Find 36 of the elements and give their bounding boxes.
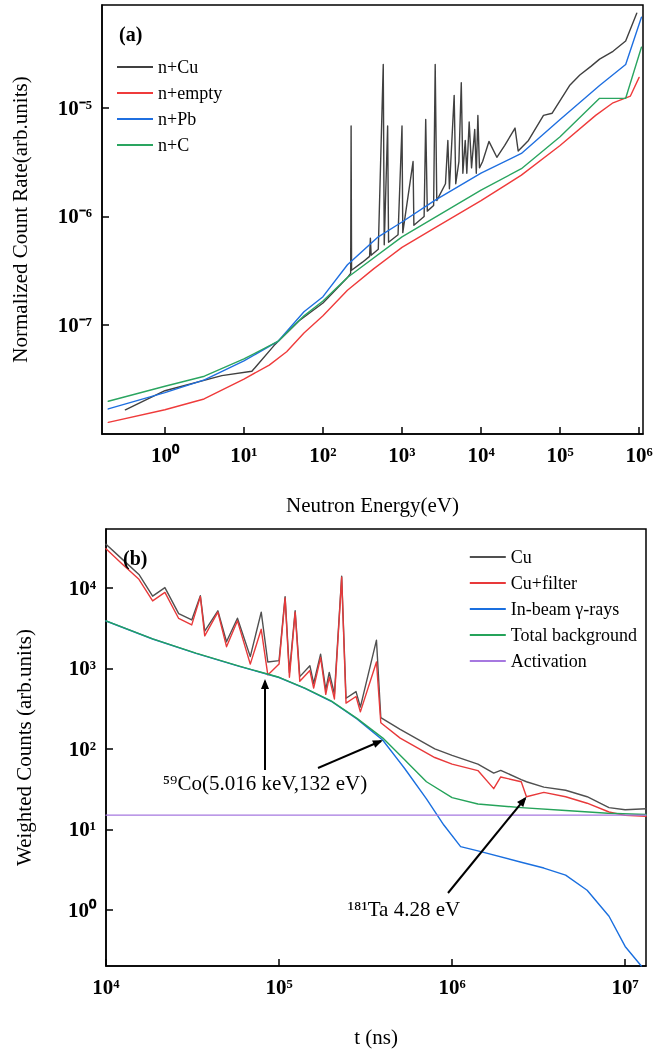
legend-label: Cu — [510, 547, 532, 567]
y-tick-label: 10⁻⁷ — [57, 313, 92, 338]
x-tick-label: 10² — [309, 442, 337, 467]
legend-label: n+C — [158, 135, 190, 155]
y-tick-label: 10⁻⁵ — [57, 95, 92, 120]
text: (b) — [123, 547, 148, 570]
y-tick-label: 10⁴ — [68, 575, 97, 600]
x-tick-label: 10⁷ — [611, 974, 639, 999]
y-tick-label: 10¹ — [68, 817, 96, 842]
x-tick-label: 10⁵ — [265, 974, 293, 999]
x-axis-title: t (ns) — [354, 1024, 398, 1049]
x-tick-label: 10⁵ — [546, 442, 574, 467]
legend-label: In-beam γ-rays — [510, 599, 620, 619]
legend-label: n+Pb — [158, 109, 197, 129]
text: (a) — [119, 23, 143, 46]
y-tick-label: 10⁻⁶ — [57, 204, 92, 229]
y-axis-title: Normalized Count Rate(arb.units) — [7, 76, 32, 363]
y-axis-title: Weighted Counts (arb.units) — [11, 629, 36, 866]
x-tick-label: 10⁰ — [150, 442, 180, 467]
legend-label: Activation — [510, 651, 587, 671]
y-tick-label: 10⁰ — [68, 897, 97, 922]
x-tick-label: 10⁶ — [625, 442, 653, 467]
y-tick-label: 10² — [68, 736, 96, 761]
annotation: ¹⁸¹Ta 4.28 eV — [347, 897, 461, 921]
legend-label: Cu+filter — [510, 573, 577, 593]
x-tick-label: 10⁴ — [467, 442, 496, 467]
x-tick-label: 10¹ — [230, 442, 258, 467]
x-tick-label: 10⁴ — [92, 974, 121, 999]
y-tick-label: 10³ — [68, 656, 96, 681]
x-axis-title: Neutron Energy(eV) — [286, 492, 459, 517]
annotation: ⁵⁹Co(5.016 keV,132 eV) — [162, 771, 368, 795]
legend-label: n+Cu — [158, 57, 199, 77]
x-tick-label: 10⁶ — [438, 974, 466, 999]
legend-label: Total background — [510, 625, 637, 645]
legend-label: n+empty — [158, 83, 223, 103]
x-tick-label: 10³ — [388, 442, 416, 467]
